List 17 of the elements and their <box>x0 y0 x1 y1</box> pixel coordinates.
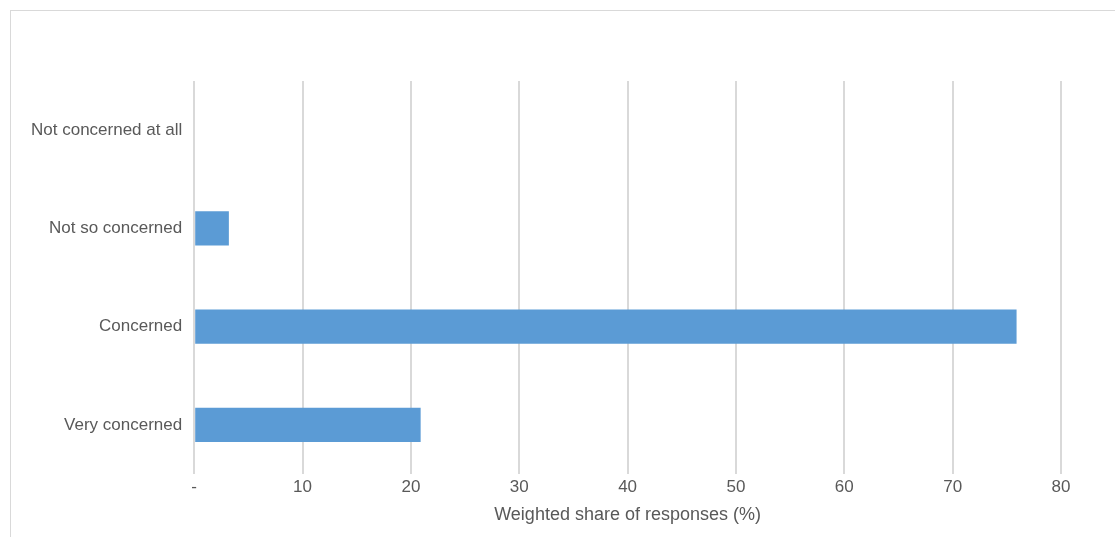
x-tick-label: 20 <box>401 476 421 496</box>
bar <box>195 407 421 443</box>
y-tick-label: Not concerned at all <box>31 119 183 139</box>
x-tick-label: 50 <box>726 476 746 496</box>
x-tick-label: 10 <box>293 476 313 496</box>
x-axis-title: Weighted share of responses (%) <box>494 504 762 525</box>
bar <box>195 309 1017 344</box>
bar <box>195 211 229 246</box>
y-tick-label: Concerned <box>99 316 183 336</box>
x-tick-label: 60 <box>834 476 854 496</box>
x-tick-label: 80 <box>1051 476 1071 496</box>
x-tick-label: 40 <box>618 476 638 496</box>
x-tick-label: 70 <box>943 476 963 496</box>
x-tick-label: 30 <box>509 476 529 496</box>
y-tick-label: Very concerned <box>64 414 183 434</box>
x-tick-label: - <box>191 476 198 496</box>
y-tick-label: Not so concerned <box>48 218 183 238</box>
